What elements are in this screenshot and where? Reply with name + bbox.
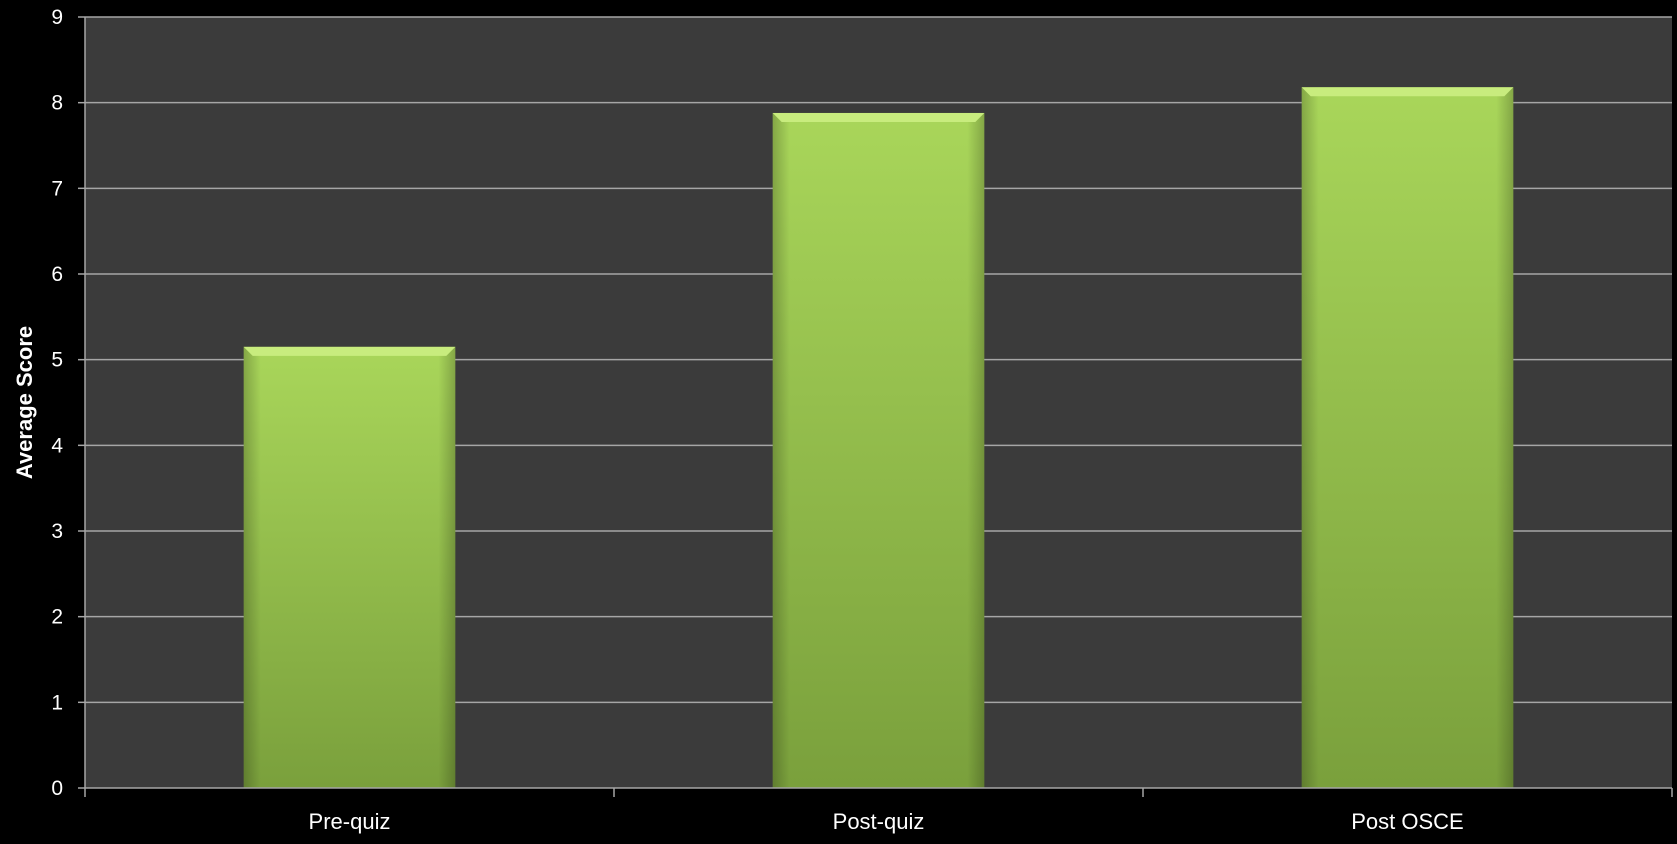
y-tick-label: 4 [51,434,63,457]
y-tick-label: 9 [51,6,63,29]
y-tick-label: 2 [51,606,63,629]
bar [772,112,985,789]
axes [78,16,1673,797]
bar [243,346,456,788]
y-axis-title: Average Score [12,326,37,479]
y-tick-label: 5 [51,349,63,372]
bar-shade [772,112,985,789]
bar [1301,87,1514,789]
bar-shade [243,346,456,788]
bar-cap [772,112,985,122]
x-category-label: Pre-quiz [309,809,391,834]
bars [243,87,1514,789]
y-tick-label: 6 [51,263,63,286]
y-tick-label: 8 [51,92,63,115]
y-tick-label: 7 [51,177,63,200]
y-tick-label: 0 [51,777,63,800]
bar-cap [243,346,456,356]
bar-shade [1301,87,1514,789]
labels: 0 1 2 3 4 5 6 7 8 9 Pre-quiz Post-quiz Post OSCE [51,6,1463,834]
x-category-label: Post-quiz [833,809,925,834]
y-tick-label: 3 [51,520,63,543]
x-category-label: Post OSCE [1351,809,1463,834]
bar-cap [1301,87,1514,97]
y-tick-label: 1 [51,691,63,714]
